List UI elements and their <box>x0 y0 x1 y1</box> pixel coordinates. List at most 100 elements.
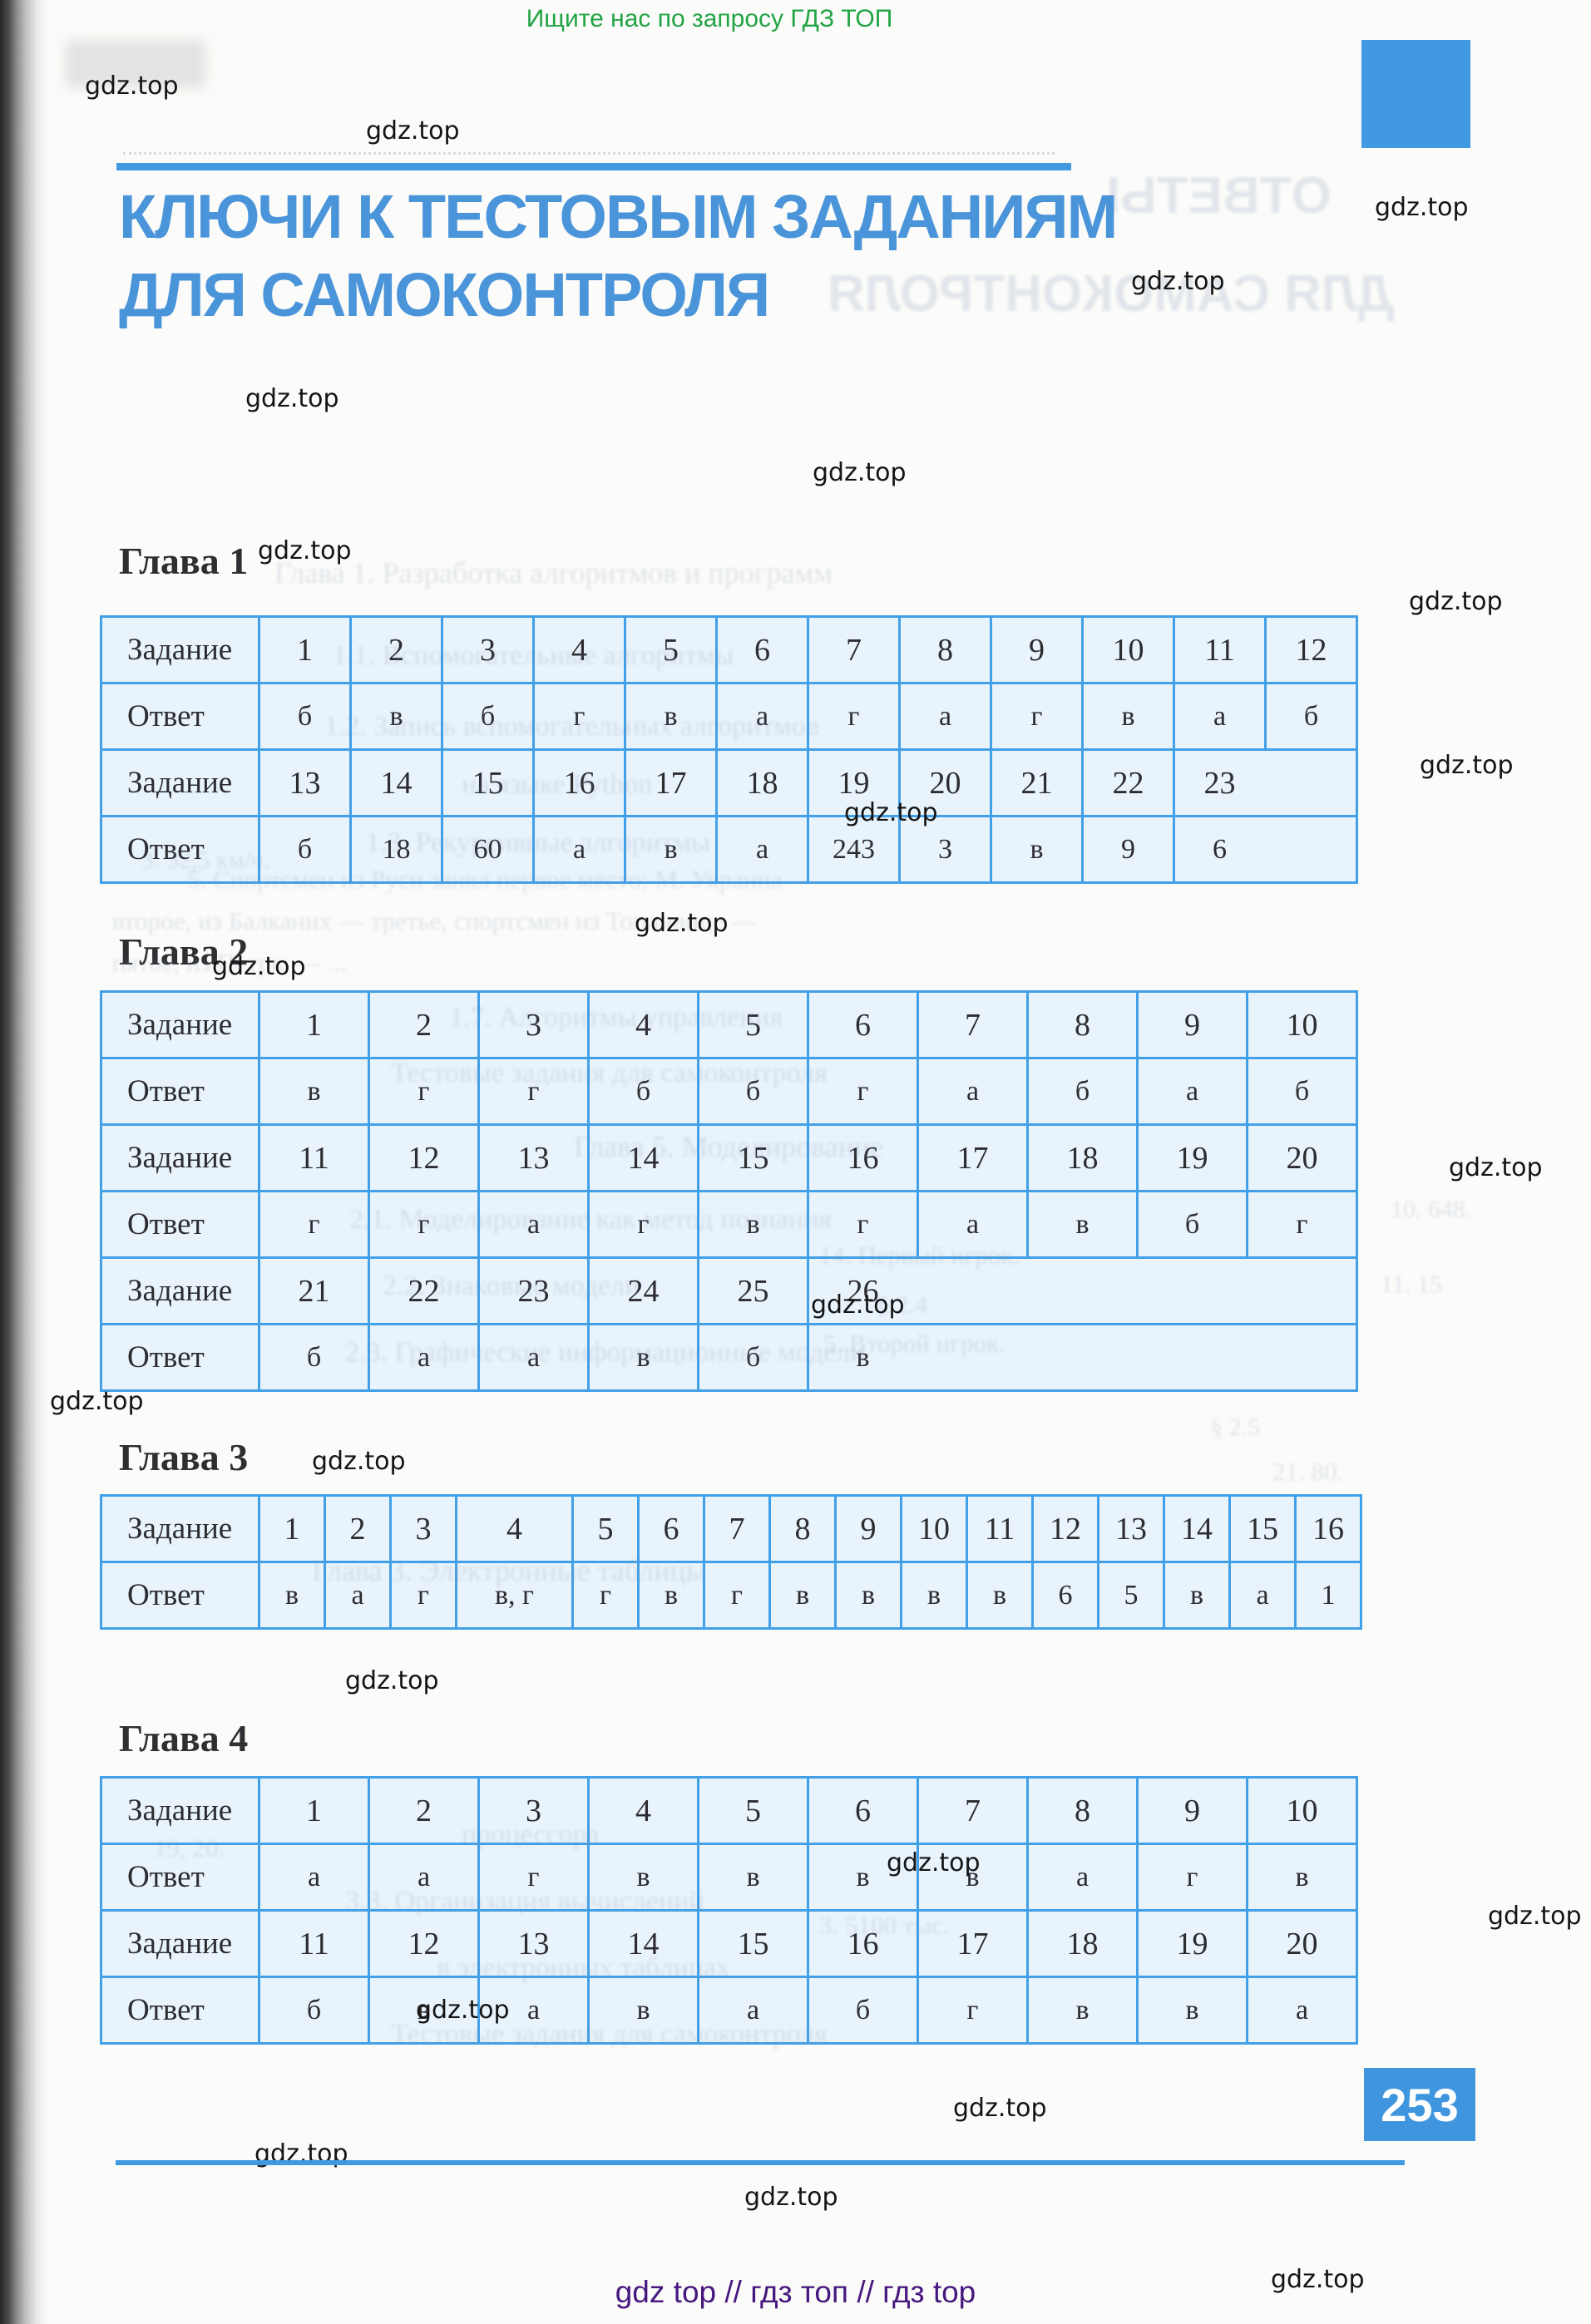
task-number-cell: 8 <box>1026 1779 1136 1843</box>
answer-row-label: Ответ <box>127 1578 205 1612</box>
answer-cell: б <box>697 1059 807 1123</box>
answer-cell: б <box>697 1325 807 1389</box>
answer-cell: г <box>807 1192 917 1256</box>
answer-cell: в <box>917 1845 1026 1909</box>
answer-cell: г <box>368 1192 477 1256</box>
watermark: gdz.top <box>844 798 938 827</box>
answer-cell: в <box>697 1845 807 1909</box>
answer-cell: г <box>703 1563 768 1627</box>
task-number-cell: 1 <box>258 1497 324 1561</box>
bleedthrough-text: 1.3. Рекурсивные алгоритмы <box>366 827 710 858</box>
bleedthrough-text: 1.7. Алгоритмы управления <box>449 1002 783 1033</box>
answer-cell: 3 <box>898 817 990 881</box>
task-number-cell: 8 <box>768 1497 834 1561</box>
page-title-line1: КЛЮЧИ К ТЕСТОВЫМ ЗАДАНИЯМ <box>119 182 1118 251</box>
watermark: gdz.top <box>312 1447 406 1476</box>
task-number-cell: 1 <box>258 993 368 1057</box>
task-number-cell: 10 <box>900 1497 966 1561</box>
answer-cell: в <box>258 1059 368 1123</box>
task-number-cell: 4 <box>455 1497 571 1561</box>
task-number-cell: 12 <box>1264 618 1356 682</box>
answer-cell: г <box>477 1059 587 1123</box>
task-number-cell: 4 <box>587 993 697 1057</box>
answer-cell: б <box>258 1978 368 2042</box>
chapter-3-heading: Глава 3 <box>119 1436 249 1478</box>
task-number-cell: 3 <box>389 1497 455 1561</box>
chapter-2-heading: Глава 2 <box>119 930 249 973</box>
task-row-label: Задание <box>127 633 233 667</box>
task-number-cell: 12 <box>368 1912 477 1976</box>
bleedthrough-text: Тестовые задания для самоконтроля <box>391 2019 828 2050</box>
bleedthrough-text: 5. Второй игрок. <box>823 1329 1005 1358</box>
answer-cell: а <box>368 1845 477 1909</box>
watermark: gdz.top <box>85 72 179 101</box>
answer-cell: б <box>807 1978 917 2042</box>
watermark: gdz.top <box>1271 2265 1365 2294</box>
watermark: gdz.top <box>953 2094 1047 2123</box>
task-number-cell: 11 <box>258 1126 368 1190</box>
bleedthrough-text: 19, 20. <box>154 1833 225 1863</box>
answer-cell: г <box>1246 1192 1356 1256</box>
bleedthrough-text: 2.1. Моделирование как метод познания <box>349 1204 833 1235</box>
answer-cell: г <box>477 1845 587 1909</box>
task-number-cell: 7 <box>917 993 1026 1057</box>
task-number-cell: 18 <box>1026 1912 1136 1976</box>
task-number-cell: 3 <box>441 618 532 682</box>
answer-cell: а <box>1246 1978 1356 2042</box>
watermark: gdz.top <box>366 116 460 146</box>
task-number-cell: 14 <box>587 1912 697 1976</box>
bleedthrough-text: 5. Спортсмен из Руси занял первое место;… <box>187 865 815 894</box>
answer-cell: а <box>917 1192 1026 1256</box>
task-number-cell: 3 <box>477 993 587 1057</box>
answer-cell: а <box>324 1563 389 1627</box>
task-number-cell: 20 <box>1246 1912 1356 1976</box>
task-number-cell: 24 <box>587 1259 697 1323</box>
answer-cell: 18 <box>349 817 441 881</box>
task-number-cell: 23 <box>477 1259 587 1323</box>
task-number-cell: 3 <box>477 1779 587 1843</box>
answer-cell: в <box>900 1563 966 1627</box>
bleedthrough-text: второе, из Балканих — третье, спортсмен … <box>112 906 757 935</box>
answer-cell: г <box>571 1563 637 1627</box>
task-number-cell: 9 <box>1136 993 1246 1057</box>
task-number-cell: 21 <box>258 1259 368 1323</box>
answer-cell: г <box>368 1059 477 1123</box>
answer-row-label: Ответ <box>127 699 205 733</box>
task-number-cell: 15 <box>697 1912 807 1976</box>
answer-cell: а <box>477 1978 587 2042</box>
task-number-cell: 11 <box>258 1912 368 1976</box>
task-row-label: Задание <box>127 1927 233 1961</box>
scan-smudge <box>65 40 206 88</box>
task-number-cell: 2 <box>368 993 477 1057</box>
answer-row-label: Ответ <box>127 832 205 866</box>
task-number-cell: 26 <box>807 1259 917 1323</box>
header-dashed-line <box>123 152 1055 155</box>
watermark: gdz.top <box>416 1996 510 2025</box>
task-number-cell: 5 <box>697 1779 807 1843</box>
task-number-cell: 4 <box>587 1779 697 1843</box>
answer-cell: а <box>898 684 990 748</box>
bottom-rule <box>116 2160 1405 2165</box>
answer-cell: в <box>807 1845 917 1909</box>
task-number-cell: 5 <box>571 1497 637 1561</box>
answer-cell: г <box>807 1059 917 1123</box>
bleedthrough-text: 3.3. Организация вычислений <box>345 1886 704 1917</box>
answer-cell: в <box>1026 1192 1136 1256</box>
answer-cell: 6 <box>1031 1563 1097 1627</box>
bleedthrough-text: 21. 80. <box>1272 1457 1344 1486</box>
answer-cell: а <box>477 1325 587 1389</box>
watermark: gdz.top <box>887 1848 981 1877</box>
bleedthrough-text: 11. 15 <box>1381 1271 1442 1298</box>
task-number-cell: 14 <box>1163 1497 1228 1561</box>
answer-cell: б <box>1264 684 1356 748</box>
watermark: gdz.top <box>258 536 352 565</box>
answer-row-label: Ответ <box>127 1207 205 1241</box>
